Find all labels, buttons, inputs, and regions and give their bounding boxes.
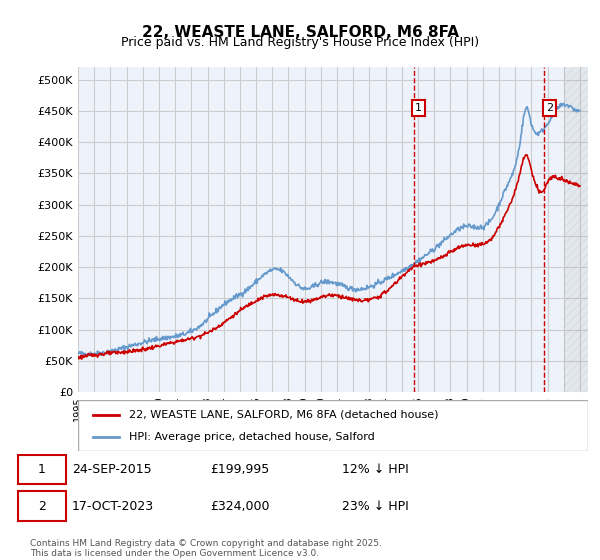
Text: 24-SEP-2015: 24-SEP-2015 xyxy=(72,463,152,476)
Text: 12% ↓ HPI: 12% ↓ HPI xyxy=(342,463,409,476)
Text: £199,995: £199,995 xyxy=(210,463,269,476)
Text: 23% ↓ HPI: 23% ↓ HPI xyxy=(342,500,409,512)
FancyBboxPatch shape xyxy=(18,455,66,484)
Text: 1: 1 xyxy=(415,103,422,113)
Bar xyxy=(564,67,588,392)
FancyBboxPatch shape xyxy=(18,492,66,521)
Bar xyxy=(564,67,588,392)
Text: Contains HM Land Registry data © Crown copyright and database right 2025.
This d: Contains HM Land Registry data © Crown c… xyxy=(30,539,382,558)
Text: Price paid vs. HM Land Registry's House Price Index (HPI): Price paid vs. HM Land Registry's House … xyxy=(121,36,479,49)
Text: 2: 2 xyxy=(38,500,46,512)
Text: HPI: Average price, detached house, Salford: HPI: Average price, detached house, Salf… xyxy=(129,432,375,442)
FancyBboxPatch shape xyxy=(78,400,588,451)
Text: £324,000: £324,000 xyxy=(210,500,269,512)
Text: 17-OCT-2023: 17-OCT-2023 xyxy=(72,500,154,512)
Text: 22, WEASTE LANE, SALFORD, M6 8FA: 22, WEASTE LANE, SALFORD, M6 8FA xyxy=(142,25,458,40)
Text: 2: 2 xyxy=(546,103,553,113)
Text: 22, WEASTE LANE, SALFORD, M6 8FA (detached house): 22, WEASTE LANE, SALFORD, M6 8FA (detach… xyxy=(129,409,439,419)
Text: 1: 1 xyxy=(38,463,46,476)
